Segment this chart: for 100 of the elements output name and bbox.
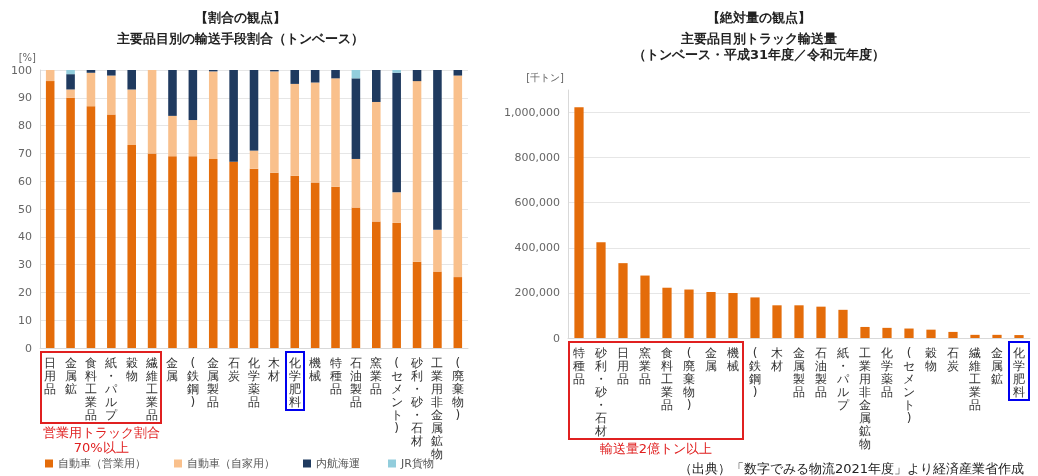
- bar: [229, 161, 238, 348]
- bar: [433, 271, 442, 348]
- bar: [66, 89, 75, 98]
- bar: [127, 70, 136, 90]
- x-tick-label: 日用品: [617, 345, 629, 386]
- y-tick-label: 0: [553, 331, 560, 345]
- bar: [168, 156, 177, 348]
- x-tick-label: 砂利・砂・石材: [594, 345, 607, 438]
- x-tick-label: 化学薬品: [248, 355, 260, 409]
- bar: [904, 328, 914, 338]
- legend-label: 自動車（営業用）: [58, 457, 146, 470]
- bar: [86, 70, 96, 73]
- bar: [640, 275, 650, 338]
- bar: [453, 70, 463, 76]
- x-tick-label: 日用品: [44, 355, 57, 396]
- bar: [574, 107, 584, 338]
- bar: [45, 81, 55, 348]
- bar: [310, 182, 320, 348]
- bar: [596, 242, 606, 338]
- y-tick-label: 30: [18, 258, 32, 272]
- bar: [392, 192, 401, 223]
- bar: [270, 172, 279, 348]
- bar: [66, 97, 75, 348]
- bar: [290, 83, 300, 176]
- x-tick-label: 食料工業品: [661, 345, 673, 412]
- x-tick-label: 金属: [705, 345, 717, 373]
- bar: [794, 305, 804, 338]
- x-tick-label: (鉄鋼): [186, 355, 199, 409]
- y-tick-label: 90: [18, 91, 32, 105]
- bar: [127, 145, 136, 348]
- x-tick-label: 石炭: [947, 345, 959, 373]
- chart-subtitle: 主要品目別トラック輸送量: [680, 31, 837, 46]
- bar: [310, 70, 320, 83]
- bar: [86, 106, 96, 348]
- bar: [208, 71, 218, 159]
- x-tick-label: 金属鉱: [991, 345, 1003, 386]
- x-tick-label: 穀物: [925, 345, 937, 373]
- text: （出典）「数字でみる物流2021年度」より経済産業省作成: [678, 461, 1025, 476]
- bar: [188, 120, 198, 157]
- bar: [127, 89, 136, 146]
- bar: [372, 70, 381, 102]
- bar: [772, 305, 782, 338]
- bar: [618, 263, 628, 338]
- legend-label: JR貨物: [400, 457, 434, 470]
- x-tick-label: 窯業品: [639, 345, 651, 386]
- bar: [860, 326, 870, 338]
- x-tick-label: 穀物: [125, 355, 138, 383]
- bar: [992, 334, 1002, 338]
- bar: [208, 158, 218, 348]
- x-tick-label: 繊維工業品: [968, 345, 981, 412]
- bar: [838, 309, 848, 338]
- chart-title: 【絶対量の観点】: [707, 10, 811, 25]
- y-tick-label: 10: [18, 313, 32, 327]
- bar: [926, 329, 936, 338]
- bar: [331, 186, 340, 348]
- bar: [107, 70, 116, 76]
- x-tick-label: 工業用非金属鉱物: [859, 345, 871, 451]
- x-tick-label: 紙・パルプ: [836, 345, 850, 412]
- x-tick-label: 特種品: [329, 355, 342, 396]
- x-tick-label: 機械: [727, 345, 739, 373]
- bar: [168, 70, 177, 116]
- x-tick-label: 石炭: [227, 355, 240, 383]
- bar: [412, 261, 422, 348]
- bar: [433, 229, 442, 272]
- bar: [45, 70, 55, 82]
- bar: [882, 327, 892, 338]
- bar: [412, 81, 422, 262]
- x-tick-label: 紙・パルプ: [104, 355, 119, 422]
- y-tick-label: 100: [11, 63, 32, 77]
- y-tick-label: 200,000: [514, 286, 560, 300]
- bar: [662, 287, 672, 338]
- bar: [351, 207, 361, 348]
- bar: [188, 156, 198, 348]
- bar: [86, 72, 96, 107]
- bar: [453, 75, 463, 278]
- y-tick-label: 80: [18, 119, 32, 133]
- x-tick-label: 化学薬品: [881, 345, 893, 399]
- bar: [270, 71, 279, 173]
- bar: [372, 101, 381, 222]
- bar: [107, 114, 116, 348]
- y-tick-label: 400,000: [514, 241, 560, 255]
- bar: [249, 150, 259, 169]
- bar: [728, 292, 738, 338]
- bar: [331, 78, 340, 187]
- bar: [453, 277, 463, 348]
- x-tick-label: (セメント): [903, 345, 915, 425]
- bar: [249, 168, 259, 348]
- bar: [351, 70, 361, 79]
- y-tick-label: 800,000: [514, 151, 560, 165]
- y-tick-label: 40: [18, 230, 32, 244]
- x-tick-label: 木材: [770, 345, 783, 373]
- bar: [684, 289, 694, 338]
- bar: [168, 115, 177, 157]
- bar: [392, 70, 401, 73]
- bar: [412, 70, 422, 82]
- bar: [107, 75, 116, 115]
- x-tick-label: 石油製品: [349, 355, 362, 409]
- x-tick-label: 砂利・砂・石材: [410, 355, 424, 448]
- bar: [188, 70, 198, 121]
- x-tick-label: 工業用非金属鉱物: [431, 355, 444, 461]
